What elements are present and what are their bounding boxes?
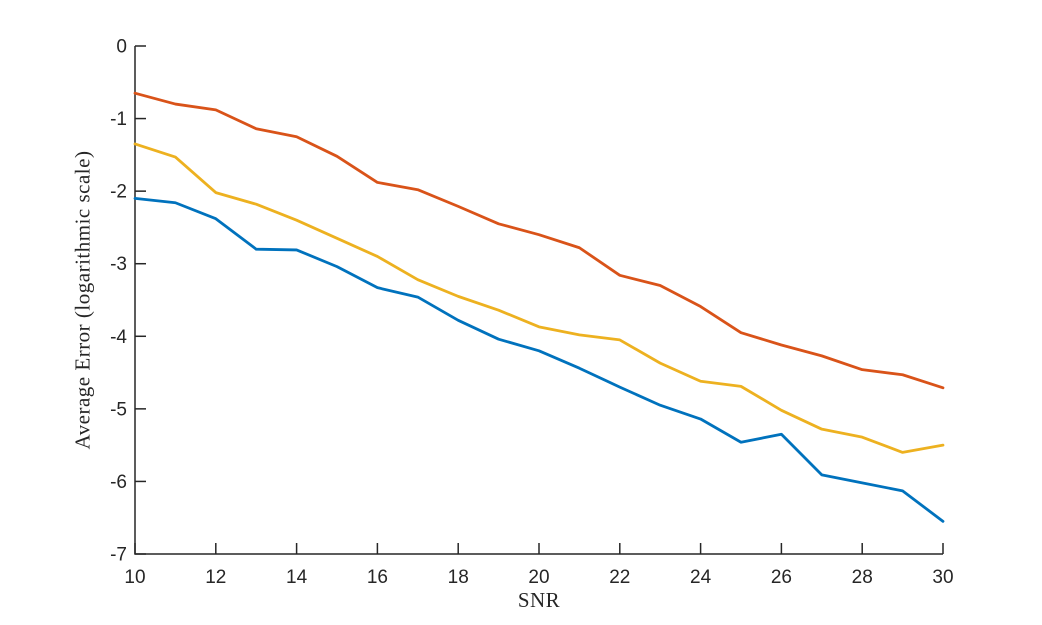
x-tick-label: 18 — [448, 567, 469, 588]
x-tick-label: 26 — [771, 567, 792, 588]
y-tick-label: -4 — [110, 327, 127, 348]
y-axis-label: Average Error (logarithmic scale) — [70, 150, 95, 450]
x-tick-label: 30 — [932, 567, 953, 588]
y-tick-label: -2 — [110, 182, 127, 203]
y-tick-label: -7 — [110, 545, 127, 566]
x-axis-label: SNR — [517, 588, 561, 612]
x-tick-label: 20 — [528, 567, 549, 588]
series-yellow-line — [133, 142, 945, 454]
x-tick-label: 12 — [205, 567, 226, 588]
x-tick-label: 24 — [690, 567, 712, 588]
y-tick-label: -3 — [110, 254, 127, 275]
y-tick-label: 0 — [116, 37, 127, 58]
x-tick-label: 10 — [124, 567, 145, 588]
y-tick-label: -5 — [110, 399, 127, 420]
axis-lines — [134, 46, 943, 555]
series-blue-line — [133, 196, 945, 523]
x-tick-label: 22 — [609, 567, 630, 588]
y-tick-label: -1 — [110, 109, 127, 130]
y-tick-label: -6 — [110, 472, 127, 493]
x-tick-label: 16 — [367, 567, 388, 588]
x-tick-label: 28 — [852, 567, 873, 588]
x-tick-label: 14 — [286, 567, 308, 588]
series-orange-line — [133, 91, 945, 390]
